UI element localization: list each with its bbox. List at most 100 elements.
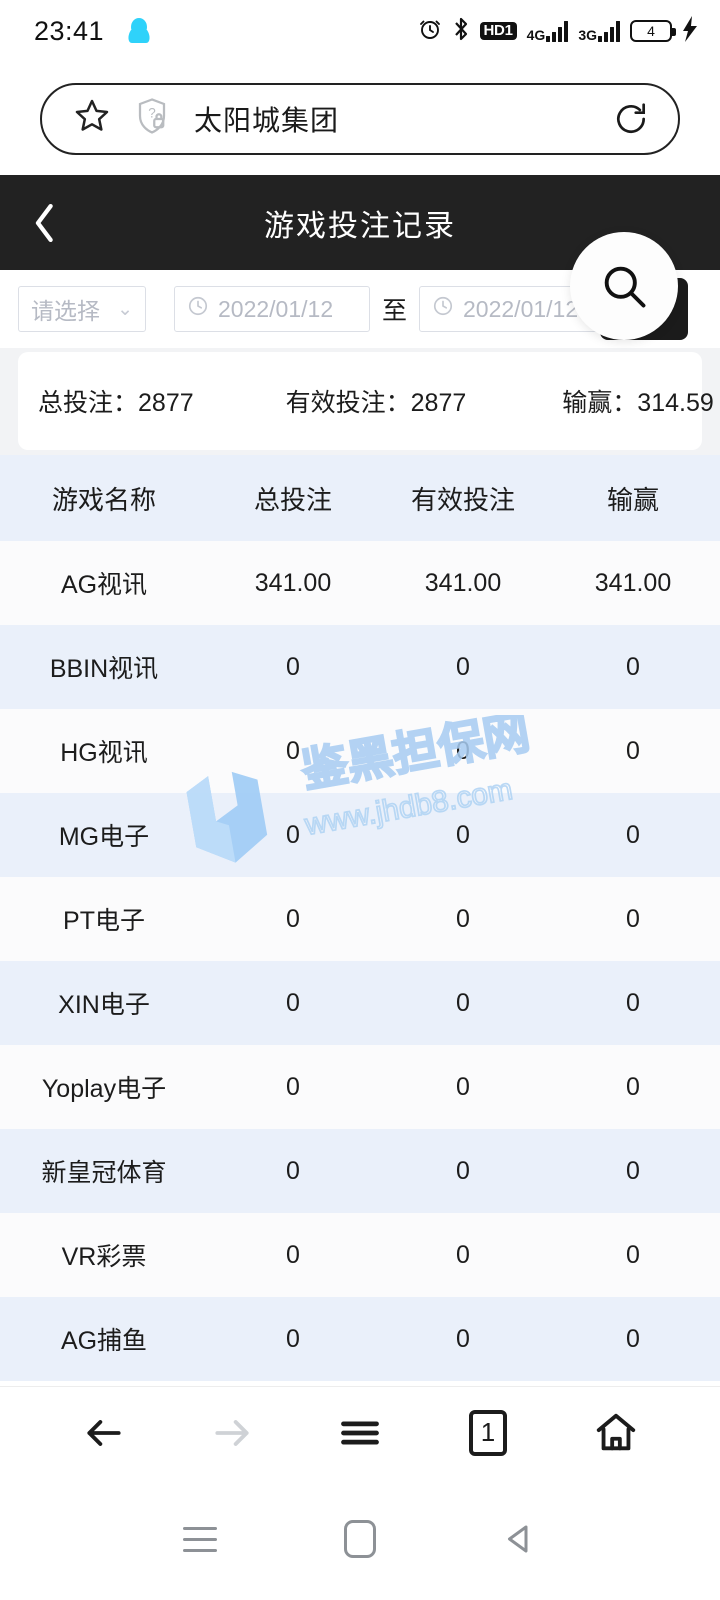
cell-game-name: BBIN视讯	[49, 655, 159, 683]
back-triangle-icon	[508, 1525, 528, 1553]
star-icon[interactable]	[72, 96, 112, 141]
home-icon	[596, 1413, 636, 1450]
back-button[interactable]	[0, 199, 90, 247]
table-row[interactable]: BBIN视讯 0 0 0	[0, 625, 720, 709]
table-row[interactable]: AG视讯 341.00 341.00 341.00	[0, 541, 720, 625]
bluetooth-icon	[452, 16, 470, 47]
cell-total-bet: 0	[286, 652, 300, 681]
cell-winloss: 0	[626, 820, 640, 849]
cell-winloss: 0	[626, 904, 640, 933]
svg-text:?: ?	[148, 106, 156, 121]
cell-winloss: 0	[626, 1156, 640, 1185]
status-icons: HD1 4G 3G 4	[418, 15, 698, 47]
cell-total-bet: 0	[286, 1240, 300, 1269]
game-select[interactable]: 请选择 ⌄	[18, 286, 146, 332]
url-bar[interactable]: ? 太阳城集团	[40, 82, 680, 155]
browser-menu-button[interactable]	[320, 1393, 400, 1473]
table-body: AG视讯 341.00 341.00 341.00 BBIN视讯 0 0 0 HG视讯 0 0 0 MG…	[0, 541, 720, 1381]
cell-total-bet: 0	[286, 1072, 300, 1101]
tab-count: 1	[469, 1409, 507, 1456]
table-row[interactable]: HG视讯 0 0 0	[0, 709, 720, 793]
chevron-down-icon: ⌄	[117, 298, 133, 320]
signal-4g-icon: 4G	[527, 20, 569, 42]
table-row[interactable]: VR彩票 0 0 0	[0, 1213, 720, 1297]
cell-total-bet: 341.00	[254, 568, 332, 597]
table-row[interactable]: AG捕鱼 0 0 0	[0, 1297, 720, 1381]
system-home-button[interactable]	[325, 1504, 395, 1574]
game-select-placeholder: 请选择	[31, 298, 100, 324]
cell-total-bet: 0	[286, 988, 300, 1017]
recents-icon	[183, 1526, 217, 1552]
cell-game-name: PT电子	[63, 907, 145, 935]
cell-winloss: 0	[626, 736, 640, 765]
cell-valid-bet: 0	[456, 904, 470, 933]
chevron-left-icon	[35, 203, 53, 242]
cell-game-name: HG视讯	[60, 739, 148, 767]
system-recents-button[interactable]	[165, 1504, 235, 1574]
date-from-value: 2022/01/12	[218, 295, 334, 322]
browser-urlbar-area: ? 太阳城集团	[0, 62, 720, 175]
cell-total-bet: 0	[286, 904, 300, 933]
cell-valid-bet: 0	[456, 1072, 470, 1101]
charging-icon	[682, 15, 698, 47]
cell-valid-bet: 0	[456, 1324, 470, 1353]
status-clock: 23:41	[34, 15, 105, 46]
column-header-total-bet: 总投注	[253, 484, 332, 515]
column-header-winloss: 输赢	[606, 484, 659, 515]
cell-total-bet: 0	[286, 1324, 300, 1353]
date-range-separator: 至	[382, 297, 408, 325]
system-back-button[interactable]	[485, 1504, 555, 1574]
cell-total-bet: 0	[286, 736, 300, 765]
bet-records-table: 游戏名称 总投注 有效投注 输赢 AG视讯 341.00 341.00 341.00 B…	[0, 455, 720, 1381]
cell-game-name: 新皇冠体育	[41, 1159, 167, 1187]
cell-winloss: 0	[626, 652, 640, 681]
arrow-left-icon	[87, 1419, 121, 1446]
search-button[interactable]	[570, 232, 678, 340]
cell-game-name: Yoplay电子	[41, 1075, 167, 1103]
table-row[interactable]: PT电子 0 0 0	[0, 877, 720, 961]
cell-winloss: 341.00	[594, 568, 672, 597]
cell-valid-bet: 0	[456, 736, 470, 765]
signal-3g-icon: 3G	[578, 20, 620, 42]
cell-game-name: VR彩票	[61, 1243, 147, 1271]
column-header-valid-bet: 有效投注	[410, 484, 515, 515]
cell-game-name: XIN电子	[58, 991, 150, 1019]
home-square-icon	[344, 1520, 376, 1558]
browser-back-button[interactable]	[64, 1393, 144, 1473]
alarm-icon	[418, 17, 442, 46]
table-row[interactable]: MG电子 0 0 0	[0, 793, 720, 877]
clock-icon	[187, 295, 209, 323]
cell-valid-bet: 0	[456, 820, 470, 849]
cell-total-bet: 0	[286, 820, 300, 849]
cell-game-name: MG电子	[58, 823, 150, 851]
table-row[interactable]: XIN电子 0 0 0	[0, 961, 720, 1045]
reload-icon[interactable]	[612, 100, 650, 138]
browser-tabs-button[interactable]: 1	[448, 1393, 528, 1473]
cell-valid-bet: 0	[456, 1156, 470, 1185]
date-from-input[interactable]: 2022/01/12	[174, 286, 370, 332]
summary-winloss: 输赢：314.59	[562, 389, 714, 417]
battery-icon: 4	[630, 20, 676, 42]
shield-question-icon[interactable]: ?	[134, 96, 170, 141]
cell-winloss: 0	[626, 1240, 640, 1269]
cell-valid-bet: 0	[456, 988, 470, 1017]
table-row[interactable]: 新皇冠体育 0 0 0	[0, 1129, 720, 1213]
table-header-row: 游戏名称 总投注 有效投注 输赢	[0, 455, 720, 541]
cell-total-bet: 0	[286, 1156, 300, 1185]
table-row[interactable]: Yoplay电子 0 0 0	[0, 1045, 720, 1129]
search-icon	[604, 266, 646, 308]
browser-home-button[interactable]	[576, 1393, 656, 1473]
summary-card: 总投注：2877 有效投注：2877 输赢：314.59	[18, 352, 714, 450]
cell-valid-bet: 0	[456, 652, 470, 681]
cell-winloss: 0	[626, 1324, 640, 1353]
date-to-value: 2022/01/12	[463, 295, 579, 322]
cell-valid-bet: 0	[456, 1240, 470, 1269]
url-title: 太阳城集团	[194, 104, 340, 136]
clock-icon	[432, 295, 454, 323]
cell-winloss: 0	[626, 988, 640, 1017]
battery-level: 4	[647, 23, 655, 39]
cell-winloss: 0	[626, 1072, 640, 1101]
arrow-right-icon	[215, 1419, 249, 1446]
summary-valid-bet: 有效投注：2877	[285, 389, 467, 417]
hamburger-icon	[341, 1420, 379, 1445]
